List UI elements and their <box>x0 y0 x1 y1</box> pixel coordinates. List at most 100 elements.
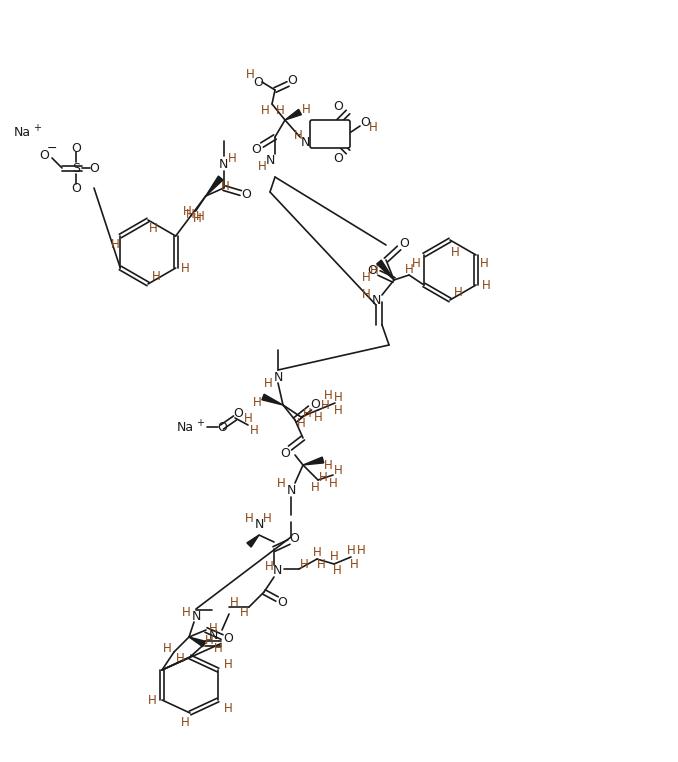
Text: O: O <box>333 152 343 165</box>
Text: O: O <box>399 236 409 249</box>
Text: O: O <box>71 142 81 155</box>
Text: H: H <box>276 104 284 117</box>
Text: O: O <box>39 149 49 162</box>
Text: H: H <box>228 152 237 165</box>
Text: H: H <box>180 716 189 729</box>
Text: Na: Na <box>176 421 193 434</box>
Text: N: N <box>300 136 310 149</box>
Text: H: H <box>302 406 311 420</box>
Polygon shape <box>377 260 394 280</box>
Text: H: H <box>361 271 370 283</box>
Text: H: H <box>300 558 308 571</box>
Text: O: O <box>277 595 287 609</box>
Text: H: H <box>321 399 330 411</box>
Text: H: H <box>454 286 462 299</box>
Text: Abs: Abs <box>319 127 342 140</box>
Text: H: H <box>243 411 252 424</box>
Text: H: H <box>250 424 258 437</box>
Text: H: H <box>314 411 322 424</box>
Polygon shape <box>303 457 323 465</box>
Text: H: H <box>183 204 192 217</box>
Text: H: H <box>186 207 195 220</box>
Text: O: O <box>360 116 370 129</box>
Text: O: O <box>367 264 377 277</box>
FancyBboxPatch shape <box>310 120 350 148</box>
Polygon shape <box>247 535 259 547</box>
Text: H: H <box>361 287 370 300</box>
Text: N: N <box>191 610 201 623</box>
Text: H: H <box>313 546 321 559</box>
Text: H: H <box>224 658 233 671</box>
Text: N: N <box>208 629 218 642</box>
Text: H: H <box>319 470 327 484</box>
Text: Na: Na <box>14 126 31 139</box>
Polygon shape <box>262 394 283 405</box>
Text: N: N <box>372 293 381 306</box>
Text: O: O <box>287 73 297 87</box>
Text: H: H <box>221 180 230 193</box>
Text: H: H <box>323 459 332 472</box>
Text: H: H <box>148 693 157 706</box>
Text: O: O <box>289 533 299 546</box>
Text: O: O <box>241 187 251 200</box>
Text: N: N <box>273 370 283 383</box>
Text: H: H <box>369 120 378 133</box>
Text: O: O <box>280 447 290 459</box>
Text: N: N <box>273 565 281 578</box>
Text: H: H <box>205 633 214 646</box>
Text: H: H <box>193 212 202 225</box>
Text: H: H <box>412 257 420 270</box>
Text: H: H <box>296 417 305 430</box>
Text: H: H <box>264 376 273 389</box>
Text: H: H <box>182 606 191 619</box>
Text: H: H <box>258 159 266 172</box>
Polygon shape <box>285 110 302 120</box>
Text: O: O <box>217 421 227 434</box>
Text: H: H <box>451 245 460 258</box>
Text: H: H <box>323 389 332 402</box>
Text: H: H <box>330 550 338 564</box>
Text: H: H <box>346 545 355 558</box>
Text: H: H <box>197 210 205 223</box>
Text: −: − <box>47 142 57 155</box>
Text: H: H <box>239 606 248 619</box>
Text: H: H <box>350 558 359 571</box>
Text: H: H <box>277 476 285 489</box>
Text: H: H <box>111 238 119 251</box>
Text: O: O <box>233 406 243 420</box>
Text: O: O <box>71 181 81 194</box>
Text: H: H <box>214 642 222 655</box>
Text: H: H <box>334 390 342 404</box>
Text: H: H <box>317 558 325 571</box>
Text: H: H <box>176 652 184 664</box>
Text: H: H <box>152 270 161 283</box>
Text: H: H <box>302 103 311 116</box>
Text: H: H <box>245 513 254 526</box>
Text: H: H <box>333 565 342 578</box>
Text: O: O <box>310 398 320 411</box>
Text: N: N <box>219 158 228 171</box>
Text: +: + <box>196 418 204 428</box>
Text: H: H <box>334 404 342 417</box>
Polygon shape <box>205 176 223 196</box>
Text: H: H <box>479 257 488 270</box>
Text: H: H <box>230 595 239 609</box>
Text: O: O <box>89 162 99 174</box>
Text: H: H <box>163 642 172 655</box>
Text: H: H <box>334 463 342 476</box>
Text: H: H <box>253 395 262 408</box>
Text: N: N <box>254 518 264 532</box>
Text: H: H <box>264 561 273 574</box>
Text: H: H <box>481 278 490 292</box>
Text: O: O <box>251 142 261 155</box>
Polygon shape <box>189 637 205 647</box>
Text: H: H <box>370 264 378 277</box>
Text: H: H <box>245 68 254 81</box>
Text: N: N <box>265 153 275 167</box>
Text: H: H <box>329 476 338 489</box>
Text: H: H <box>405 262 414 276</box>
Text: N: N <box>286 484 296 497</box>
Text: H: H <box>357 545 365 558</box>
Text: H: H <box>260 104 269 117</box>
Text: H: H <box>181 261 190 274</box>
